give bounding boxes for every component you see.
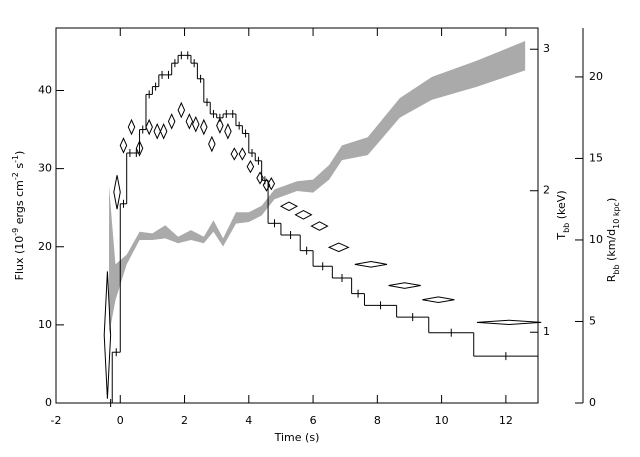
x-tick-label: 0 <box>117 414 124 427</box>
label-part: -9 <box>11 228 20 236</box>
diamond-marker <box>159 123 168 140</box>
y2-tick-label: 2 <box>543 184 550 197</box>
y-axis-label: Flux (10-9 ergs cm-2 s-1) <box>11 151 26 281</box>
diamond-marker <box>167 113 176 130</box>
x-tick-label: 4 <box>245 414 252 427</box>
y-tick-label: 10 <box>38 318 52 331</box>
plot-frame <box>55 27 539 404</box>
x-tick-label: 12 <box>499 414 513 427</box>
diamond-marker <box>192 115 200 133</box>
diamond-marker <box>113 175 121 210</box>
y2-axis-label: Tbb (keV) <box>555 190 571 240</box>
diamond-marker <box>262 178 271 192</box>
diamond-marker <box>145 118 153 136</box>
diamond-marker <box>177 101 186 119</box>
y3-axis-label: Rbb (km/d10 kpc) <box>605 198 621 283</box>
diamond-marker <box>153 123 161 140</box>
y3-tick-label: 0 <box>589 396 596 409</box>
label-part: bb <box>612 264 621 274</box>
y-tick-label: 30 <box>38 162 52 175</box>
y3-tick-label: 5 <box>589 314 596 327</box>
y-tick-label: 40 <box>38 84 52 97</box>
label-part: T <box>555 233 568 241</box>
diamond-marker <box>208 135 216 153</box>
diamond-marker <box>127 118 136 136</box>
y3-tick-label: 15 <box>589 151 603 164</box>
diamond-marker <box>422 296 455 304</box>
diamond-marker <box>230 147 239 161</box>
y2-tick-label: 1 <box>543 325 550 338</box>
label-part: ) <box>13 151 26 155</box>
x-axis-label: Time (s) <box>274 431 320 444</box>
label-part: s <box>13 163 26 172</box>
radius-band <box>109 41 526 335</box>
diamond-marker <box>476 319 542 325</box>
label-part: -1 <box>11 155 20 163</box>
diamond-marker <box>327 242 350 253</box>
label-part: (km/d <box>605 229 618 265</box>
label-part: (keV) <box>555 190 568 222</box>
diamond-marker <box>103 271 112 399</box>
diamond-marker <box>246 160 255 174</box>
diamond-marker <box>294 209 313 220</box>
diamond-marker <box>310 221 329 231</box>
diamond-marker <box>224 123 232 140</box>
diamond-marker <box>216 117 224 134</box>
y2-tick-label: 3 <box>543 42 550 55</box>
x-tick-label: 8 <box>374 414 381 427</box>
label-part: -2 <box>11 172 20 180</box>
label-part: R <box>605 274 618 282</box>
diamond-marker <box>238 147 247 161</box>
diamond-marker <box>135 139 144 157</box>
label-part: 10 kpc <box>612 202 621 229</box>
label-part: ) <box>605 198 618 202</box>
x-tick-label: 6 <box>310 414 317 427</box>
y3-tick-label: 20 <box>589 70 603 83</box>
diamond-marker <box>256 171 264 185</box>
diamond-marker <box>279 201 299 212</box>
diamond-marker <box>200 118 208 136</box>
label-part: ergs cm <box>13 180 26 228</box>
x-tick-label: 2 <box>181 414 188 427</box>
diamond-marker <box>267 176 276 191</box>
diamond-marker <box>119 137 128 154</box>
y3-tick-label: 10 <box>589 233 603 246</box>
y-tick-label: 0 <box>45 396 52 409</box>
x-tick-label: -2 <box>51 414 62 427</box>
x-tick-label: 10 <box>435 414 449 427</box>
diamond-marker <box>388 282 421 289</box>
diamond-marker <box>185 113 194 130</box>
diamond-marker <box>354 260 388 268</box>
label-part: bb <box>562 223 571 233</box>
label-part: Flux (10 <box>13 236 26 281</box>
y-tick-label: 20 <box>38 240 52 253</box>
